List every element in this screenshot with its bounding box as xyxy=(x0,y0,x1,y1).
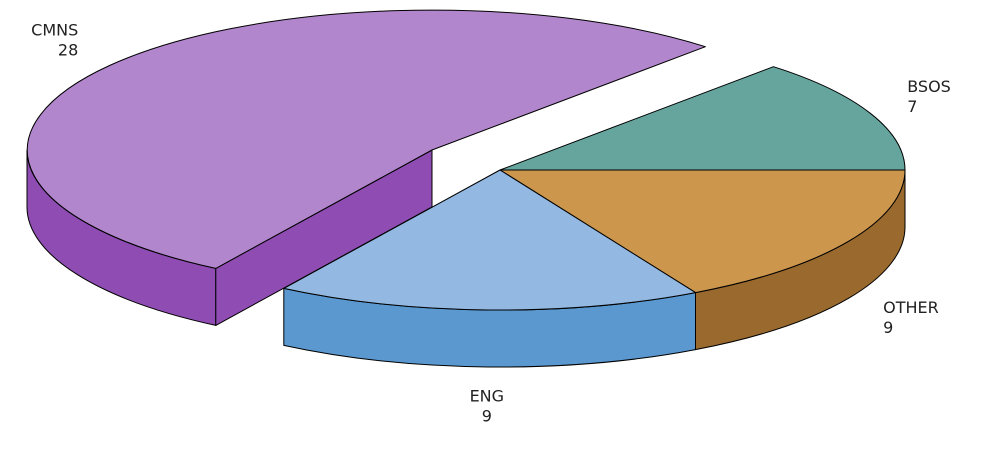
slice-label: CMNS xyxy=(31,20,78,39)
slice xyxy=(283,169,696,368)
slice-top xyxy=(499,169,906,294)
slice xyxy=(26,9,706,326)
slice xyxy=(499,66,906,171)
slice-label: ENG xyxy=(470,386,504,405)
slice-top xyxy=(26,9,706,269)
slice-value: 9 xyxy=(482,406,492,425)
slice-label: BSOS xyxy=(907,77,951,96)
slice-label: OTHER xyxy=(883,298,939,317)
slice-value: 7 xyxy=(907,97,917,116)
slice-value: 28 xyxy=(58,40,78,59)
slice-top xyxy=(499,66,906,171)
slice-value: 9 xyxy=(883,318,893,337)
slice-top xyxy=(283,169,696,311)
